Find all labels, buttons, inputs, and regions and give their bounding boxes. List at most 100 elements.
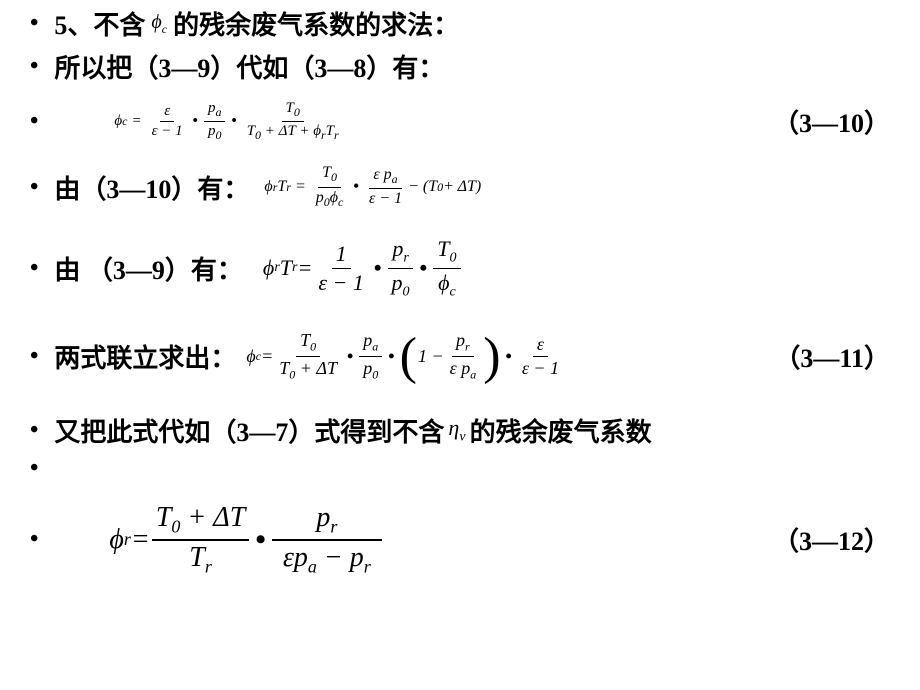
den: p0 [388,269,414,300]
minus: − ( [408,178,428,196]
p: p [363,330,372,350]
f5-frac1: 1 ε − 1 [314,241,368,296]
sub: r [334,128,339,142]
eq: = [295,178,306,196]
f5-frac3: T0 ϕc [433,236,460,300]
den: ε pa [446,357,481,383]
den: T0 + ΔT [275,357,341,383]
line-1: • 5、不含 ϕc 的残余废气系数的求法： [20,5,900,42]
T: T [437,236,449,261]
num: T0 + ΔT [152,502,249,541]
dot: • [388,346,394,367]
sub: a [470,368,476,382]
phi: ϕ [438,270,449,295]
T: T [280,255,292,281]
eq: = [297,255,312,281]
plus: + Δ [180,502,229,533]
t: T [286,100,294,116]
eq-label-3-12: （3―12） [773,521,890,558]
line-4: • 由（3—10）有： ϕrTr = T0 p0ϕc • ε pa ε − 1 … [20,157,900,217]
dot: • [374,255,382,281]
den: ϕc [434,269,460,300]
sub: a [372,340,378,354]
p: p [316,189,324,206]
f4-frac2: ε pa ε − 1 [365,166,406,208]
one-minus: 1 − [418,346,444,367]
phi-char: ϕ [151,11,161,33]
close: ) [476,178,481,196]
T: T [327,358,337,378]
sub: c [449,284,455,299]
p: p [461,358,470,378]
f310-f1-den: ε − 1 [148,122,187,140]
phir: ϕ [313,123,321,139]
dot: • [255,523,266,557]
f310-f1-num: ε [160,103,174,122]
phi: ϕ [263,255,274,281]
sub: r [330,517,337,537]
e: ε [373,166,383,183]
Tr: T [189,542,205,573]
T: T [322,164,331,181]
text-4: 由（3—10）有： [54,169,249,206]
bullet-1: • [30,10,38,37]
den: ε − 1 [365,189,406,208]
sub: 0 [294,105,300,119]
f310-phi-sub: c [122,114,127,129]
phi: ϕ [330,189,338,206]
plus2: + [296,123,314,139]
num: T0 [318,164,341,187]
e: ε [283,542,294,573]
f310-frac1: ε ε − 1 [148,103,187,140]
bullet-2: • [30,53,38,80]
f4-frac1: T0 p0ϕc [312,164,348,209]
T: T [230,502,246,533]
pa: p [294,542,308,573]
f310-f2-num: pa [204,100,226,122]
dot: • [353,178,359,196]
formula-3-11: ϕc = T0 T0 + ΔT • pa p0 • ( 1 − pr ε pa … [246,330,565,382]
bullet-8: • [30,455,38,482]
num: T0 [296,330,320,357]
f310-phi: ϕ [114,113,122,130]
sub: r [403,251,408,266]
sub: a [392,172,398,186]
bullet-9: • [30,526,38,553]
bullet-7: • [30,417,38,444]
t0: T [247,123,255,139]
dot: • [506,346,512,367]
dot-2: • [231,113,236,130]
paren-left: ( [400,336,417,378]
f9-frac2: pr εpa − pr [272,502,382,577]
num: pr [272,502,382,541]
phi-sub: c [162,22,167,36]
formula-3-9: ϕrTr = 1 ε − 1 • pr p0 • T0 ϕc [263,236,463,300]
bullet-6: • [30,343,38,370]
f310-f3-den: T0 + ΔT + ϕrTr [243,122,343,143]
sub: r [364,556,371,576]
minus: − [317,542,350,573]
formula-3-10: ϕc = ε ε − 1 • pa p0 • T0 T0 + ΔT + ϕrTr [114,100,344,143]
den: εpa − pr [279,541,375,578]
den: ε − 1 [518,357,563,379]
sub: r [124,529,131,550]
den: p0ϕc [312,188,348,210]
den: Tr [185,541,216,578]
sub: 0 [372,368,378,382]
line-2: • 所以把（3—9）代如（3—8）有： [20,48,900,85]
T: T [467,178,476,196]
f310-frac2: pa p0 [204,100,226,143]
line-7: • 又把此式代如（3—7）式得到不含 ηv 的残余废气系数 [20,412,900,449]
text-7-prefix: 又把此式代如（3—7）式得到不含 [54,412,444,449]
den: ε − 1 [314,269,368,296]
sub: a [215,105,221,119]
bullet-4: • [30,174,38,201]
f310-f2-den: p0 [204,122,226,143]
bullet-3: • [30,108,38,135]
symbol-phi-c: ϕc [151,11,167,37]
dot-1: • [193,113,198,130]
eq-label-3-11: （3—11） [774,338,890,375]
f6-frac1: T0 T0 + ΔT [275,330,341,382]
f6-frac3: ε ε − 1 [518,334,563,379]
p: p [384,166,392,183]
